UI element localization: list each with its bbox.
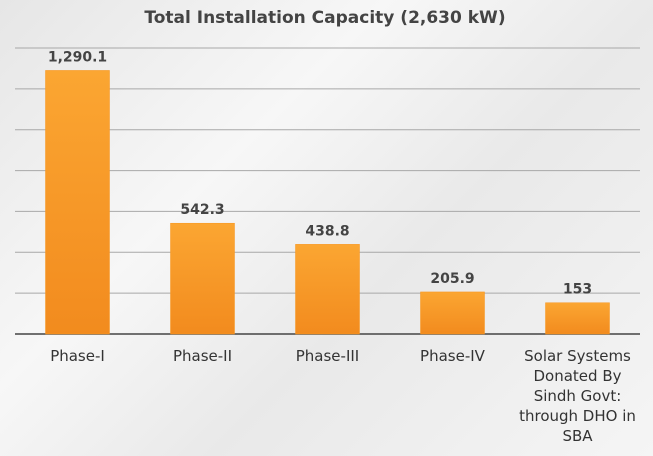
bar (45, 70, 110, 335)
value-label: 1,290.1 (48, 49, 107, 65)
value-label: 153 (563, 282, 592, 298)
bar (545, 302, 610, 335)
bar (170, 222, 235, 335)
value-label: 438.8 (305, 223, 349, 239)
x-tick-label: Phase-III (295, 347, 360, 365)
x-tick-label: Phase-I (50, 347, 105, 365)
value-label: 542.3 (180, 202, 224, 218)
x-tick-label: Solar Systems Donated By Sindh Govt: thr… (519, 347, 636, 445)
x-tick-label: Phase-IV (420, 347, 485, 365)
bar (295, 244, 360, 335)
x-tick-label: Phase-II (172, 347, 233, 365)
value-label: 205.9 (430, 271, 474, 287)
chart-title: Total Installation Capacity (2,630 kW) (144, 8, 505, 28)
bar (420, 291, 485, 335)
